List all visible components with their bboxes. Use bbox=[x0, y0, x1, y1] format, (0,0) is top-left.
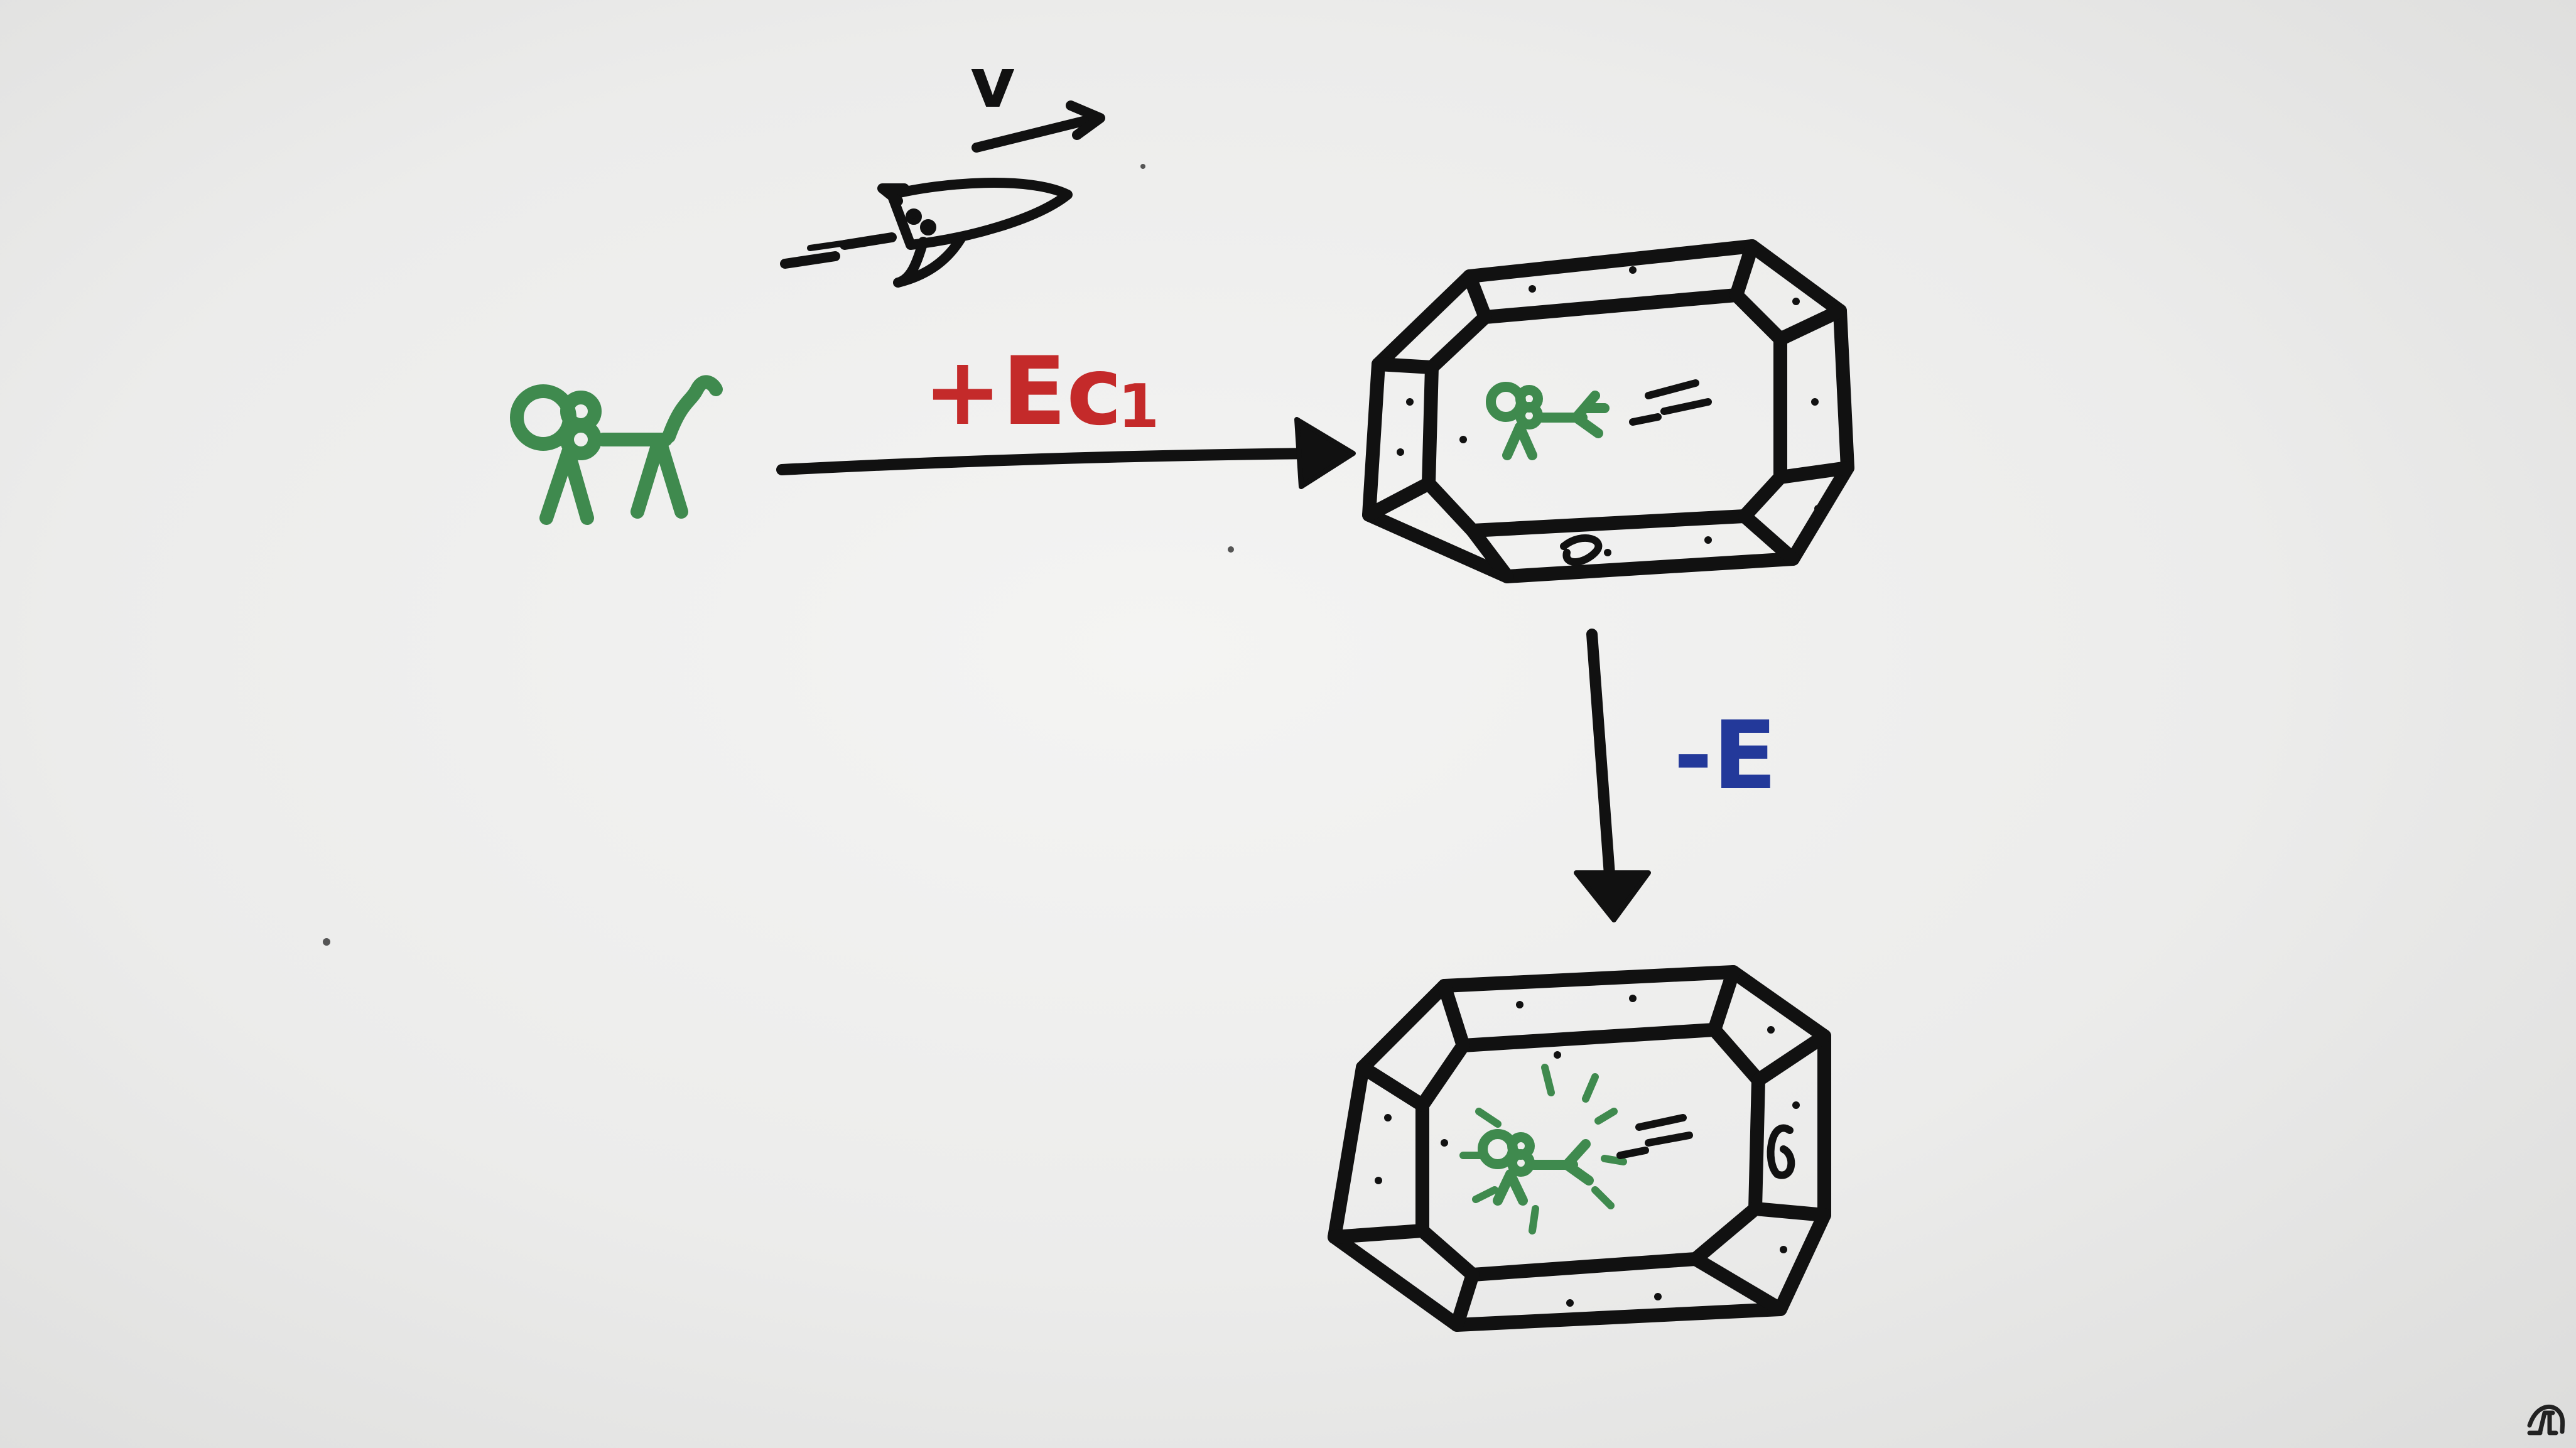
crystal-excited-curl bbox=[1560, 534, 1603, 566]
horizontal-arrow-head bbox=[1294, 417, 1356, 489]
crystal-excited-motion-lines bbox=[1629, 379, 1712, 426]
vertical-arrow bbox=[1586, 629, 1616, 897]
energy-gain-text: +Ec bbox=[923, 337, 1122, 446]
vertical-arrow-head bbox=[1574, 870, 1651, 922]
stick-cat-icon bbox=[510, 375, 723, 525]
rocket-icon bbox=[780, 178, 1073, 288]
stick-cat-relaxed-icon bbox=[1478, 1129, 1594, 1206]
crystal-relaxed-specks bbox=[1375, 995, 1800, 1307]
crystal-relaxed bbox=[1328, 965, 1831, 1332]
horizontal-arrow bbox=[776, 448, 1324, 475]
crystal-relaxed-motion-lines bbox=[1616, 1114, 1693, 1159]
energy-gain-label: +Ec 1 bbox=[923, 337, 1159, 446]
crystal-relaxed-curl bbox=[1767, 1124, 1795, 1179]
stick-cat-captured-icon bbox=[1486, 382, 1610, 460]
fl-logo-icon bbox=[2527, 1404, 2565, 1435]
crystal-excited-specks bbox=[1397, 266, 1822, 556]
crystal-excited bbox=[1362, 239, 1854, 583]
energy-gain-subscript: 1 bbox=[1118, 372, 1159, 441]
board-specks bbox=[323, 164, 1234, 946]
velocity-vector bbox=[971, 100, 1105, 153]
energy-loss-label: -E bbox=[1674, 701, 1777, 811]
velocity-symbol: v bbox=[970, 43, 1015, 123]
